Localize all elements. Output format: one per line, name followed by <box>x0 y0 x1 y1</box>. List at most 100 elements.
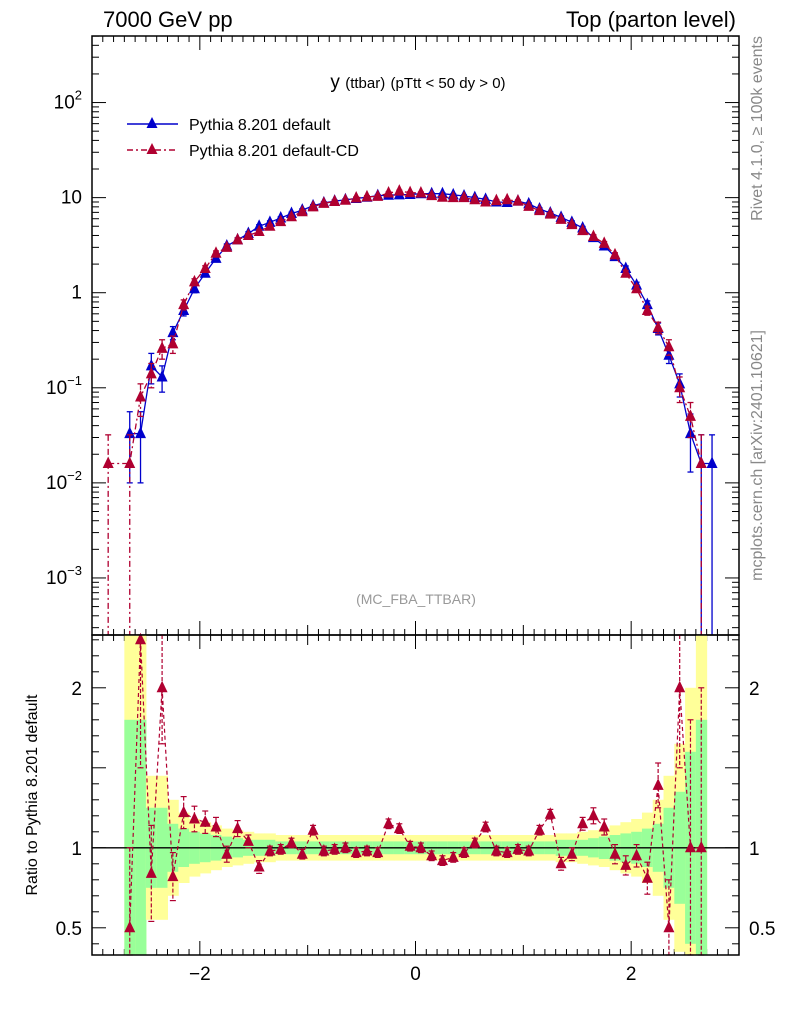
ratio-point <box>566 847 578 859</box>
ratio-point <box>156 680 168 693</box>
ratio-point <box>339 840 351 853</box>
series-1-point <box>469 192 481 205</box>
series-1-point <box>620 266 632 278</box>
legend-entry-cd: Pythia 8.201 default-CD <box>127 143 359 160</box>
plot-title: y (ttbar) (pTtt < 50 dy > 0) <box>330 72 505 93</box>
series-1-point <box>124 456 136 468</box>
series-1-point <box>339 193 351 205</box>
ratio-ylabel: Ratio to Pythia 8.201 default <box>24 694 41 896</box>
series-1-point <box>135 390 147 402</box>
series-0-point <box>706 456 718 468</box>
series-1-point <box>695 456 707 468</box>
ratio-point <box>404 839 416 851</box>
series-1-point <box>221 240 233 252</box>
series-1-point <box>577 223 589 236</box>
ratio-point <box>188 812 200 824</box>
series-1-point <box>447 190 459 203</box>
ratio-point <box>534 823 546 835</box>
series-1-point <box>275 214 287 227</box>
ratio-point <box>253 860 265 872</box>
series-1-point <box>296 204 308 217</box>
series-1-point <box>167 336 179 349</box>
title-var: y <box>330 72 340 93</box>
series-line-1 <box>108 190 702 465</box>
legend-marker-cd <box>146 143 158 154</box>
series-line-0 <box>129 193 712 465</box>
ratio-point <box>318 844 330 856</box>
main-ytick-label: 102 <box>54 88 82 114</box>
ratio-point <box>512 842 524 854</box>
ratio-point <box>275 842 287 854</box>
title-sub: (ttbar) <box>345 75 385 92</box>
ratio-point <box>631 848 643 861</box>
xtick-label: 2 <box>626 964 637 985</box>
ratio-point <box>523 844 535 856</box>
ratio-point <box>242 834 254 846</box>
header-left: 7000 GeV pp <box>103 7 233 32</box>
watermark: (MC_FBA_TTBAR) <box>356 591 476 607</box>
series-1-point <box>501 192 513 205</box>
ratio-point <box>296 847 308 859</box>
main-ytick-label: 10−1 <box>46 373 82 399</box>
ratio-ytick-label-left: 2 <box>71 679 82 700</box>
legend-entry-default: Pythia 8.201 default <box>127 117 331 134</box>
series-1-point <box>393 184 405 196</box>
ratio-point <box>577 816 589 829</box>
series-1-point <box>253 224 265 237</box>
series-1-point <box>523 199 535 211</box>
series-1-point <box>534 203 546 216</box>
series-1-point <box>178 297 190 310</box>
ratio-frame <box>91 634 740 956</box>
ratio-point <box>598 820 610 832</box>
series-1-point <box>372 189 384 201</box>
ratio-point <box>135 632 147 645</box>
series-1-point <box>609 247 621 260</box>
series-1-point <box>415 185 427 198</box>
ratio-point <box>426 848 438 861</box>
ratio-point <box>663 920 675 933</box>
green-band <box>124 719 136 955</box>
ratio-point <box>415 840 427 853</box>
ratio-point <box>620 858 632 870</box>
series-1-point <box>684 409 696 421</box>
ratio-point <box>285 836 297 848</box>
series-1-point <box>145 366 157 379</box>
main-ytick-label: 10−2 <box>46 468 82 494</box>
series-1-point <box>458 190 470 203</box>
series-0-point <box>156 369 168 382</box>
rivet-label: Rivet 4.1.0, ≥ 100k events <box>749 36 766 221</box>
series-1-point <box>641 303 653 316</box>
legend: Pythia 8.201 default Pythia 8.201 defaul… <box>127 117 359 160</box>
ratio-point <box>199 815 211 827</box>
legend-marker-default <box>146 117 158 128</box>
main-ytick-label: 10−3 <box>46 563 82 589</box>
ratio-point <box>350 845 362 858</box>
ratio-point <box>490 844 502 856</box>
series-1-point <box>436 190 448 202</box>
series-1-point <box>490 193 502 206</box>
ratio-point <box>167 869 179 882</box>
series-1-point <box>264 219 276 231</box>
series-1-point <box>383 185 395 198</box>
series-1-point <box>404 185 416 198</box>
ratio-point <box>372 845 384 858</box>
ratio-point <box>124 920 136 933</box>
ratio-point <box>469 836 481 848</box>
ratio-point <box>684 840 696 853</box>
series-1-point <box>307 199 319 212</box>
main-panel: 10−3 10−2 10−1 1 10 102 y (ttbar) (pTtt < 50 … <box>46 35 740 955</box>
green-band <box>695 719 708 955</box>
series-1-point <box>361 189 373 202</box>
ratio-ytick-label-right: 1 <box>749 839 760 860</box>
mcplots-label: mcplots.cern.ch [arXiv:2401.10621] <box>749 330 766 581</box>
ratio-point <box>210 820 222 832</box>
series-1-point <box>232 232 244 245</box>
series-1-point <box>318 196 330 208</box>
series-1-point <box>210 246 222 258</box>
green-band <box>135 719 147 955</box>
series-1-point <box>663 339 675 352</box>
xtick-label: −2 <box>189 964 211 985</box>
series-1-point <box>598 236 610 248</box>
ratio-point <box>641 871 653 883</box>
series-1-point <box>674 380 686 393</box>
